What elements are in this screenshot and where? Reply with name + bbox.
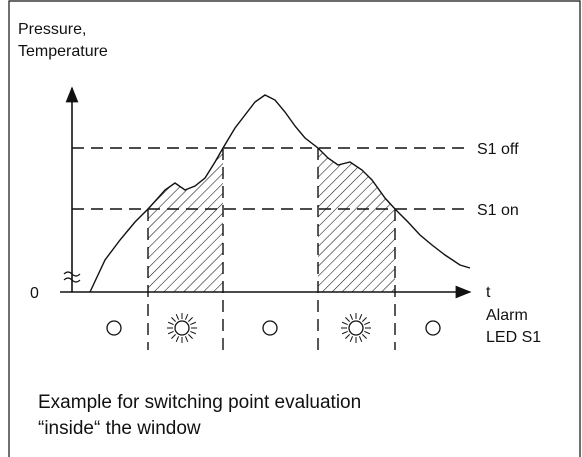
led-ray bbox=[184, 313, 189, 320]
origin-label: 0 bbox=[30, 285, 39, 302]
led-ray bbox=[362, 317, 367, 322]
led-ray bbox=[341, 330, 348, 335]
led-ray bbox=[190, 321, 197, 326]
led-off bbox=[106, 320, 441, 336]
led-ray bbox=[349, 313, 354, 320]
led-ray bbox=[167, 321, 174, 326]
led-ray bbox=[349, 336, 354, 343]
led-ray bbox=[171, 334, 176, 339]
frame bbox=[8, 0, 581, 457]
s1-off-label: S1 off bbox=[477, 141, 519, 158]
led-ray bbox=[188, 334, 193, 339]
caption: “inside“ the window bbox=[38, 418, 201, 439]
led-on bbox=[167, 313, 371, 343]
led-ray bbox=[184, 336, 189, 343]
led-label: Alarm bbox=[486, 307, 528, 324]
led-ray bbox=[188, 317, 193, 322]
y-axis-label: Temperature bbox=[18, 43, 108, 60]
led-ray bbox=[358, 313, 363, 320]
led-ray bbox=[345, 317, 350, 322]
led-ray bbox=[362, 334, 367, 339]
led-ray bbox=[171, 317, 176, 322]
led-ray bbox=[190, 330, 197, 335]
led-lit bbox=[174, 320, 190, 336]
caption: Example for switching point evaluation bbox=[38, 392, 361, 413]
led-ray bbox=[175, 313, 180, 320]
led-label: LED S1 bbox=[486, 329, 541, 346]
led-ray bbox=[175, 336, 180, 343]
signal-curve bbox=[89, 94, 471, 293]
led-lit bbox=[348, 320, 364, 336]
x-axis-label: t bbox=[486, 284, 491, 301]
led-ray bbox=[167, 330, 174, 335]
y-axis-label: Pressure, bbox=[18, 21, 86, 38]
led-ray bbox=[341, 321, 348, 326]
window-dividers bbox=[147, 148, 396, 350]
led-ray bbox=[345, 334, 350, 339]
hatched-areas bbox=[148, 148, 395, 292]
led-ray bbox=[364, 321, 371, 326]
led-ray bbox=[358, 336, 363, 343]
axis-break bbox=[63, 271, 81, 283]
led-ray bbox=[364, 330, 371, 335]
s1-on-label: S1 on bbox=[477, 202, 519, 219]
